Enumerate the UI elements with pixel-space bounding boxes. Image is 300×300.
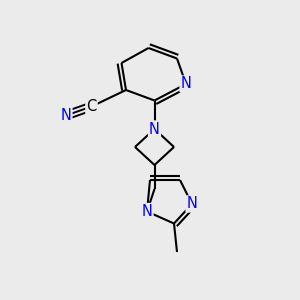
Text: N: N <box>149 122 160 136</box>
Text: N: N <box>181 76 191 92</box>
Text: C: C <box>86 99 97 114</box>
Text: N: N <box>142 204 152 219</box>
Text: N: N <box>187 196 197 211</box>
Text: N: N <box>61 108 71 123</box>
